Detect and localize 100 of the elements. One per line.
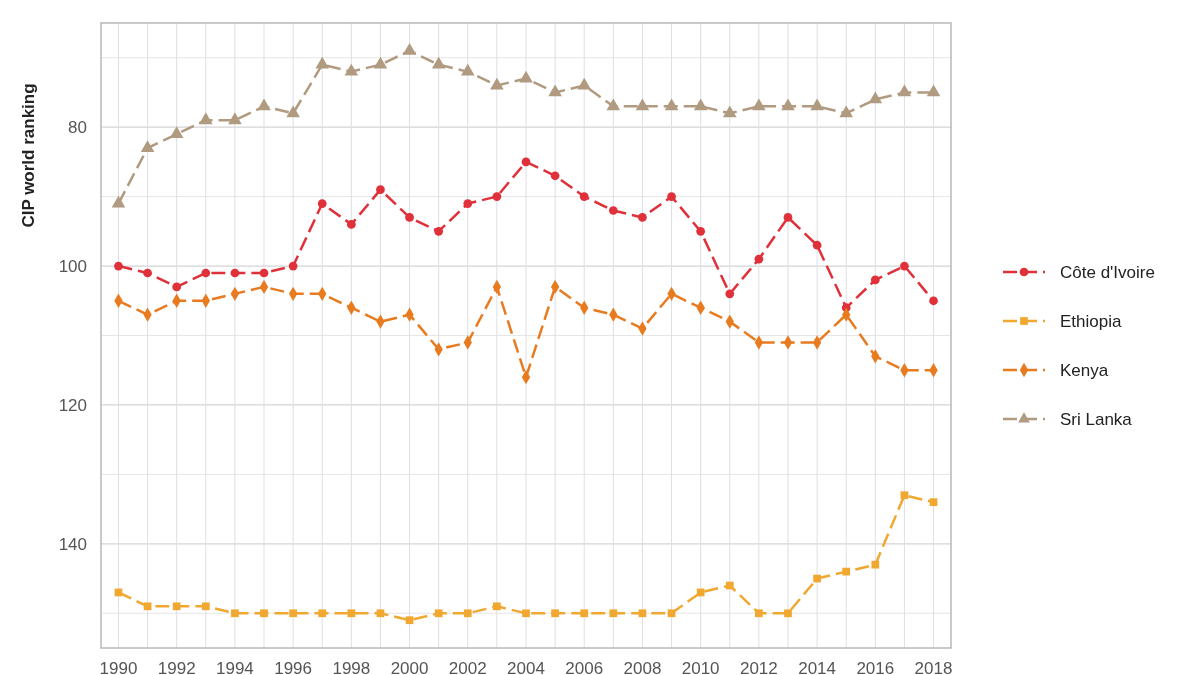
point: [519, 70, 533, 83]
x-tick-label: 1998: [332, 659, 371, 675]
point: [635, 98, 650, 111]
point: [434, 609, 443, 618]
point: [347, 609, 356, 618]
point: [405, 616, 414, 625]
point: [289, 609, 297, 618]
point: [231, 609, 239, 618]
point: [693, 98, 708, 111]
point: [463, 199, 473, 208]
point: [839, 105, 853, 118]
point: [606, 98, 621, 111]
point: [784, 609, 792, 618]
point: [143, 602, 152, 611]
point: [201, 602, 210, 611]
point: [522, 609, 530, 618]
x-tick-label: 2014: [798, 659, 837, 675]
point: [868, 91, 883, 104]
point: [286, 105, 300, 118]
point: [664, 98, 679, 111]
point: [228, 112, 242, 125]
y-tick-label: 100: [58, 257, 87, 277]
point: [111, 195, 126, 208]
y-tick-label: 120: [58, 395, 87, 415]
x-tick-label: 1996: [274, 659, 313, 675]
point: [813, 574, 821, 583]
point: [434, 226, 444, 236]
point: [373, 56, 388, 69]
point: [754, 254, 764, 264]
point: [929, 296, 938, 306]
x-tick-label: 2010: [681, 659, 720, 675]
legend-label: Sri Lanka: [1060, 409, 1133, 429]
point: [201, 268, 211, 278]
point: [870, 275, 880, 285]
point: [722, 105, 737, 118]
point: [344, 63, 359, 76]
point: [431, 56, 446, 69]
point: [667, 609, 676, 618]
point: [140, 140, 155, 152]
point: [492, 192, 502, 201]
point: [638, 609, 647, 618]
point: [580, 609, 589, 618]
x-tick-label: 2016: [856, 659, 895, 675]
point: [609, 609, 618, 618]
y-axis-title: CIP world ranking: [19, 83, 38, 228]
x-tick-label: 2000: [390, 659, 429, 675]
point: [577, 77, 592, 90]
point: [725, 289, 735, 299]
point: [929, 498, 938, 507]
point: [812, 240, 822, 250]
y-tick-label: 80: [68, 118, 87, 138]
point: [608, 206, 618, 215]
x-tick-label: 1992: [157, 659, 196, 675]
point: [260, 609, 268, 618]
point: [900, 261, 909, 271]
point: [551, 609, 559, 618]
point: [579, 192, 589, 201]
x-tick-label: 2004: [507, 659, 545, 675]
x-tick-label: 2002: [448, 659, 487, 675]
point: [230, 268, 240, 278]
point: [548, 84, 562, 97]
point: [402, 42, 417, 55]
point: [638, 213, 647, 222]
point: [783, 213, 793, 222]
point: [810, 98, 824, 111]
point: [696, 588, 705, 597]
point: [550, 171, 560, 181]
point: [172, 282, 182, 292]
point: [755, 609, 763, 618]
point: [172, 602, 181, 611]
point: [490, 77, 504, 90]
x-tick-label: 2006: [565, 659, 604, 675]
point: [752, 98, 766, 111]
point: [871, 560, 880, 569]
point: [169, 126, 184, 139]
legend-label: Côte d'Ivoire: [1060, 262, 1155, 282]
point: [781, 98, 795, 111]
x-tick-label: 2012: [739, 659, 778, 675]
point: [288, 261, 298, 271]
point: [143, 268, 152, 278]
point: [521, 157, 531, 167]
x-tick-label: 2018: [914, 659, 953, 675]
point: [376, 609, 385, 618]
point: [667, 192, 676, 201]
point: [114, 261, 123, 271]
x-tick-label: 1990: [99, 659, 138, 675]
point: [926, 84, 941, 97]
point: [725, 581, 734, 590]
legend-label: Ethiopia: [1060, 311, 1122, 331]
point: [900, 491, 909, 500]
x-tick-label: 2008: [623, 659, 662, 675]
y-tick-label: 140: [58, 534, 87, 554]
point: [405, 213, 414, 222]
point: [346, 220, 356, 229]
point: [317, 199, 327, 208]
point: [842, 567, 851, 576]
point: [696, 226, 706, 236]
point: [460, 63, 475, 76]
point: [897, 84, 912, 97]
point: [315, 56, 330, 69]
